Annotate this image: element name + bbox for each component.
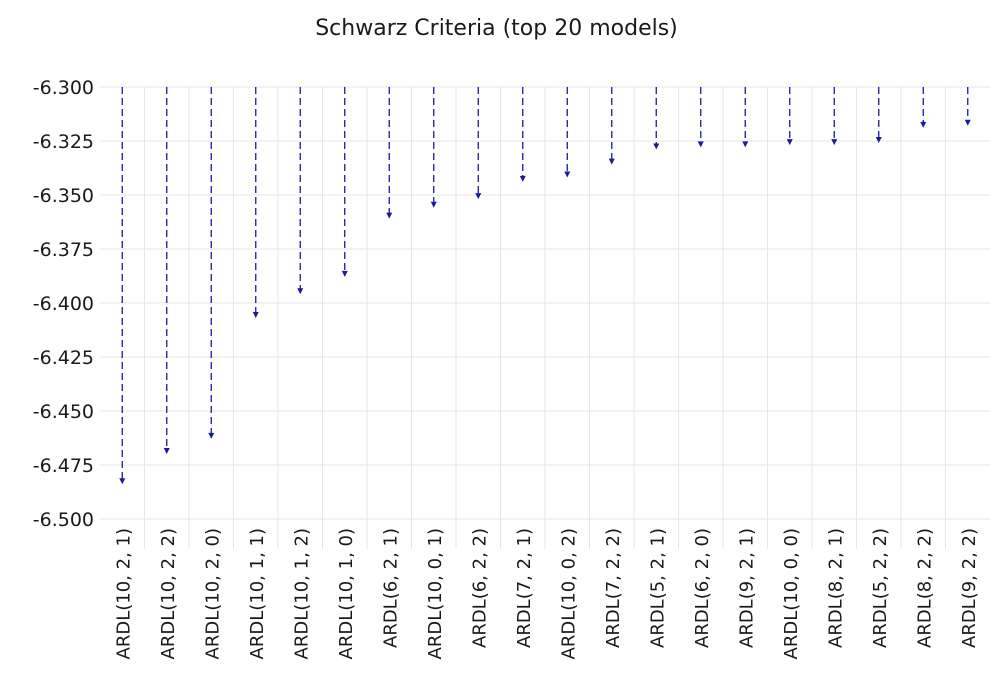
x-tick-label: ARDL(7, 2, 1) xyxy=(514,528,535,648)
x-tick-label: ARDL(10, 0, 0) xyxy=(781,528,802,659)
mark-point xyxy=(119,478,126,485)
x-axis-tick-labels: ARDL(10, 2, 1) ARDL(10, 2, 2) ARDL(10, 2, … xyxy=(113,528,980,659)
mark-point xyxy=(519,175,526,182)
x-tick-label: ARDL(10, 0, 1) xyxy=(425,528,446,659)
x-tick-label: ARDL(10, 1, 2) xyxy=(291,528,312,659)
vertical-gridlines xyxy=(144,87,946,549)
data-mark xyxy=(341,87,348,277)
mark-point xyxy=(475,193,482,200)
x-tick-label: ARDL(10, 1, 0) xyxy=(336,528,357,659)
x-tick-label: ARDL(5, 2, 2) xyxy=(870,528,891,648)
y-tick-label: -6.450 xyxy=(33,401,94,423)
x-tick-label: ARDL(10, 2, 2) xyxy=(158,528,179,659)
data-mark xyxy=(252,87,259,318)
mark-point xyxy=(786,139,793,146)
x-tick-label: ARDL(10, 0, 2) xyxy=(558,528,579,659)
mark-point xyxy=(697,141,704,148)
data-mark xyxy=(608,87,615,165)
y-axis-tick-labels: -6.300 -6.325 -6.350 -6.375 -6.400 -6.425 -6.4… xyxy=(33,77,94,531)
mark-point xyxy=(252,311,259,318)
x-tick-label: ARDL(6, 2, 2) xyxy=(469,528,490,648)
x-tick-label: ARDL(7, 2, 2) xyxy=(603,528,624,648)
mark-point xyxy=(964,119,971,126)
y-tick-label: -6.300 xyxy=(33,77,94,99)
data-mark xyxy=(697,87,704,148)
x-tick-label: ARDL(8, 2, 2) xyxy=(914,528,935,648)
y-tick-label: -6.400 xyxy=(33,293,94,315)
x-tick-label: ARDL(5, 2, 1) xyxy=(647,528,668,648)
mark-point xyxy=(163,448,170,455)
y-tick-label: -6.375 xyxy=(33,239,94,261)
x-tick-label: ARDL(8, 2, 1) xyxy=(825,528,846,648)
mark-point xyxy=(742,141,749,148)
mark-point xyxy=(653,143,660,150)
y-tick-label: -6.475 xyxy=(33,455,94,477)
x-tick-label: ARDL(10, 1, 1) xyxy=(247,528,268,659)
data-mark xyxy=(964,87,971,126)
x-tick-label: ARDL(9, 2, 2) xyxy=(959,528,980,648)
x-tick-label: ARDL(9, 2, 1) xyxy=(736,528,757,648)
data-mark xyxy=(831,87,838,146)
data-mark xyxy=(430,87,437,208)
mark-point xyxy=(386,212,393,219)
data-mark xyxy=(475,87,482,200)
data-mark xyxy=(519,87,526,182)
mark-point xyxy=(564,171,571,178)
mark-point xyxy=(608,158,615,165)
x-tick-label: ARDL(6, 2, 1) xyxy=(380,528,401,648)
mark-point xyxy=(341,270,348,277)
data-mark xyxy=(297,87,304,295)
mark-point xyxy=(920,121,927,128)
y-tick-label: -6.500 xyxy=(33,509,94,531)
data-mark xyxy=(208,87,215,439)
data-mark xyxy=(163,87,170,455)
data-mark xyxy=(653,87,660,150)
chart-title: Schwarz Criteria (top 20 models) xyxy=(315,16,678,41)
mark-point xyxy=(875,137,882,143)
y-tick-label: -6.350 xyxy=(33,185,94,207)
data-mark xyxy=(386,87,393,219)
x-tick-label: ARDL(6, 2, 0) xyxy=(692,528,713,648)
mark-point xyxy=(297,288,304,295)
data-mark xyxy=(875,87,882,143)
mark-point xyxy=(831,139,838,146)
x-tick-label: ARDL(10, 2, 1) xyxy=(113,528,134,659)
y-tick-label: -6.325 xyxy=(33,131,94,153)
data-mark xyxy=(920,87,927,128)
data-mark xyxy=(786,87,793,146)
mark-point xyxy=(430,201,437,208)
x-tick-label: ARDL(10, 2, 0) xyxy=(202,528,223,659)
data-marks xyxy=(119,87,971,485)
y-tick-label: -6.425 xyxy=(33,347,94,369)
data-mark xyxy=(742,87,749,148)
data-mark xyxy=(564,87,571,178)
data-mark xyxy=(119,87,126,485)
mark-point xyxy=(208,432,215,439)
